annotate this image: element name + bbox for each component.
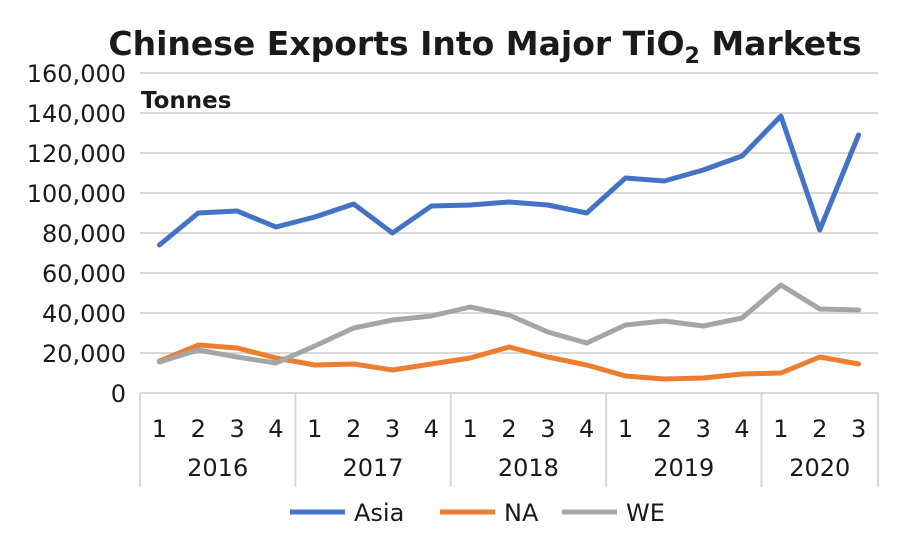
x-tick-label: 4 — [268, 415, 283, 443]
legend-label: NA — [504, 499, 539, 527]
series-lines — [159, 116, 858, 379]
x-tick-label: 1 — [463, 415, 478, 443]
x-tick-label: 1 — [152, 415, 167, 443]
x-tick-label: 3 — [696, 415, 711, 443]
x-tick-label: 2 — [191, 415, 206, 443]
series-line-we — [159, 285, 858, 363]
y-tick-label: 120,000 — [27, 140, 126, 168]
x-tick-label: 2 — [812, 415, 827, 443]
legend-label: Asia — [354, 499, 404, 527]
x-tick-label: 4 — [734, 415, 749, 443]
x-tick-label: 3 — [851, 415, 866, 443]
year-label: 2019 — [653, 454, 714, 482]
y-tick-label: 0 — [111, 380, 126, 408]
y-tick-label: 20,000 — [42, 340, 126, 368]
legend-label: WE — [626, 499, 665, 527]
x-tick-label: 1 — [307, 415, 322, 443]
y-axis-ticks: 0 20,000 40,000 60,000 80,000 100,000 120,000 1… — [27, 60, 126, 408]
series-line-asia — [159, 116, 858, 245]
year-label: 2017 — [343, 454, 404, 482]
legend: Asia NA WE — [290, 499, 665, 527]
x-tick-label: 4 — [424, 415, 439, 443]
x-tick-label: 4 — [579, 415, 594, 443]
y-tick-label: 160,000 — [27, 60, 126, 88]
legend-item-we: WE — [562, 499, 665, 527]
chart-title: Chinese Exports Into Major TiO2 Markets — [108, 24, 861, 69]
x-tick-label: 3 — [540, 415, 555, 443]
y-tick-label: 80,000 — [42, 220, 126, 248]
legend-item-asia: Asia — [290, 499, 404, 527]
x-tick-label: 2 — [346, 415, 361, 443]
legend-item-na: NA — [440, 499, 539, 527]
year-label: 2016 — [187, 454, 248, 482]
y-axis-label: Tonnes — [141, 88, 231, 114]
y-tick-label: 140,000 — [27, 100, 126, 128]
year-label: 2018 — [498, 454, 559, 482]
year-label: 2020 — [789, 454, 850, 482]
x-tick-label: 3 — [229, 415, 244, 443]
y-tick-label: 40,000 — [42, 300, 126, 328]
x-tick-label: 1 — [618, 415, 633, 443]
x-tick-label: 3 — [385, 415, 400, 443]
x-tick-label: 1 — [773, 415, 788, 443]
y-tick-label: 60,000 — [42, 260, 126, 288]
y-tick-label: 100,000 — [27, 180, 126, 208]
x-tick-label: 2 — [657, 415, 672, 443]
x-tick-label: 2 — [501, 415, 516, 443]
